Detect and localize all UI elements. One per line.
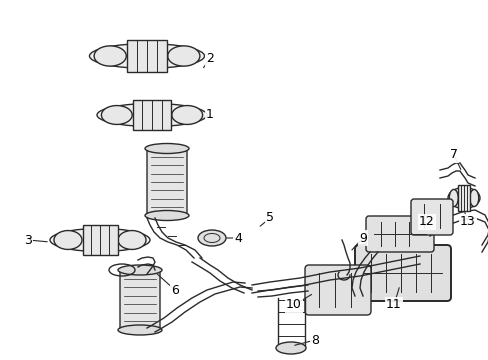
Ellipse shape: [118, 325, 162, 335]
Text: 7: 7: [449, 148, 457, 162]
Ellipse shape: [94, 46, 126, 66]
Ellipse shape: [469, 189, 478, 207]
Text: 12: 12: [418, 216, 434, 229]
Ellipse shape: [167, 46, 200, 66]
FancyBboxPatch shape: [305, 265, 370, 315]
Text: 8: 8: [310, 333, 318, 346]
Ellipse shape: [89, 44, 204, 68]
Text: 9: 9: [358, 231, 366, 244]
Text: 4: 4: [234, 231, 242, 244]
Ellipse shape: [118, 265, 162, 275]
FancyBboxPatch shape: [120, 268, 160, 332]
Bar: [457, 185, 468, 211]
FancyBboxPatch shape: [410, 199, 452, 235]
Text: 1: 1: [205, 108, 214, 121]
Ellipse shape: [448, 189, 457, 207]
Ellipse shape: [198, 230, 225, 246]
Text: 6: 6: [171, 284, 179, 297]
Ellipse shape: [145, 211, 189, 220]
Text: 13: 13: [459, 216, 475, 229]
Ellipse shape: [118, 230, 146, 249]
Text: 11: 11: [386, 298, 401, 311]
Text: 2: 2: [205, 51, 214, 64]
Ellipse shape: [171, 105, 202, 125]
Bar: [126, 40, 167, 72]
Ellipse shape: [50, 229, 150, 252]
Bar: [132, 100, 171, 130]
Ellipse shape: [145, 144, 189, 153]
Ellipse shape: [97, 103, 206, 127]
FancyBboxPatch shape: [354, 245, 450, 301]
Ellipse shape: [275, 342, 305, 354]
Text: 3: 3: [24, 234, 32, 247]
FancyBboxPatch shape: [147, 147, 186, 217]
Ellipse shape: [54, 230, 82, 249]
Text: 5: 5: [265, 211, 273, 225]
Text: 10: 10: [285, 298, 301, 311]
Ellipse shape: [447, 188, 479, 208]
Bar: [82, 225, 117, 255]
Ellipse shape: [101, 105, 132, 125]
FancyBboxPatch shape: [365, 216, 433, 252]
